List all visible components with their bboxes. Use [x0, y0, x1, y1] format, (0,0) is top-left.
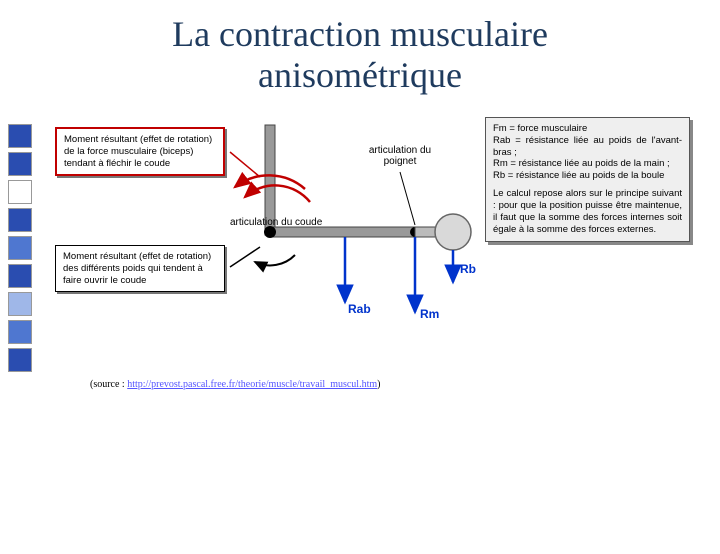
sidebar-square: [8, 124, 32, 148]
legend-line: Fm = force musculaire: [493, 123, 682, 135]
sidebar-square: [8, 152, 32, 176]
source-link[interactable]: http://prevost.pascal.free.fr/theorie/mu…: [127, 379, 377, 390]
sidebar-square: [8, 264, 32, 288]
label-rab: Rab: [348, 302, 371, 316]
legend-line: Rab = résistance liée au poids de l'avan…: [493, 135, 682, 159]
label-articulation-poignet: articulation du poignet: [365, 145, 435, 167]
label-rm: Rm: [420, 307, 439, 321]
sidebar-square: [8, 348, 32, 372]
legend-forces: Fm = force musculaireRab = résistance li…: [485, 117, 690, 242]
diagram-stage: Moment résultant (effet de rotation) de …: [55, 117, 705, 347]
sidebar-square: [8, 320, 32, 344]
legend-line: Rb = résistance liée au poids de la boul…: [493, 170, 682, 182]
sidebar-square: [8, 208, 32, 232]
legend-line: Le calcul repose alors sur le principe s…: [493, 188, 682, 236]
page-title-line2: anisométrique: [258, 55, 462, 95]
sidebar-square: [8, 236, 32, 260]
label-rb: Rb: [460, 262, 476, 276]
sidebar-square: [8, 180, 32, 204]
legend-line: Rm = résistance liée au poids de la main…: [493, 158, 682, 170]
decorative-sidebar: [8, 124, 36, 372]
label-articulation-coude: articulation du coude: [230, 217, 322, 228]
sidebar-square: [8, 292, 32, 316]
page-title-line1: La contraction musculaire: [172, 14, 548, 54]
source-citation: (source : http://prevost.pascal.free.fr/…: [90, 379, 380, 390]
